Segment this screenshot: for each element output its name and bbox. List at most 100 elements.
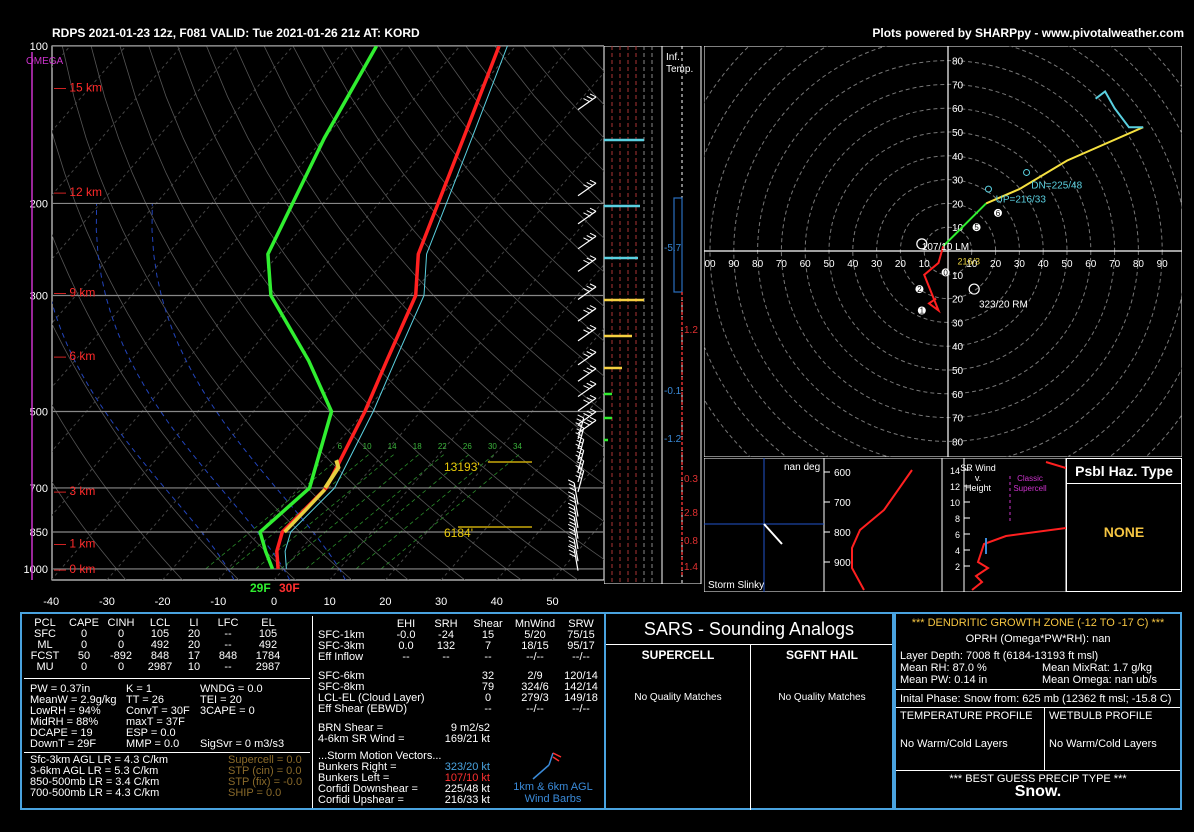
wind-barb xyxy=(577,327,597,342)
hodo-y-tick: 50 xyxy=(952,128,964,139)
wind-barb xyxy=(577,286,597,300)
mixing-ratio-label: 26 xyxy=(463,442,472,451)
temp-tick-label: -30 xyxy=(99,596,115,608)
wetbulb-profile-msg: No Warm/Cold Layers xyxy=(1049,738,1157,750)
wetbulb-profile-title: WETBULB PROFILE xyxy=(1049,710,1153,722)
sars-supercell-msg: No Quality Matches xyxy=(634,692,722,703)
hazard-panel: Psbl Haz. Type NONE xyxy=(1066,458,1182,592)
hodo-trace-upper xyxy=(985,126,1144,205)
pressure-tick-label: 1000 xyxy=(24,564,48,576)
inferred-temp-column: -5.7 1.2 -0.1 -1.2 0.3 2.8 0.8 1.4 Inf. Temp. xyxy=(604,46,702,584)
parcel-row: MU 0 0 2987 10 -- 2987 xyxy=(36,661,281,673)
temp-tick-label: -20 xyxy=(155,596,171,608)
mixing-ratio-label: 18 xyxy=(413,442,422,451)
pressure-tick-label: 300 xyxy=(30,290,48,302)
dgz-mean-pw: Mean PW: 0.14 in xyxy=(900,674,988,686)
dgz-layer: Layer Depth: 7008 ft (6184-13193 ft msl) xyxy=(900,650,1099,662)
lapse-rate: 3-6km AGL LR = 5.3 C/km xyxy=(30,765,159,777)
parcel-row: FCST 50 -892 848 17 848 1784 xyxy=(30,650,281,662)
temp-tick-label: 10 xyxy=(324,596,336,608)
skewt-profiles xyxy=(258,46,508,570)
barb-legend: 1km & 6km AGL Wind Barbs xyxy=(498,752,608,805)
pressure-tick-label: 200 xyxy=(30,198,48,210)
hodo-marker xyxy=(993,208,1002,217)
corfidi-marker xyxy=(984,185,992,193)
svg-text:5: 5 xyxy=(974,223,979,232)
pressure-tick-label: 700 xyxy=(30,483,48,495)
sfc-temp-label: 30F xyxy=(279,581,300,595)
hodo-trace-mid xyxy=(942,202,987,247)
hodo-x-tick: 30 xyxy=(1014,259,1026,270)
srwind-tick: 12 xyxy=(950,482,960,492)
height-label: — 1 km xyxy=(54,537,95,551)
kin-row: SFC-3km 0.0 132 7 18/15 95/17 xyxy=(318,640,595,652)
dgz-oprh: OPRH (Omega*PW*RH): nan xyxy=(965,633,1111,645)
srwind-tick: 2 xyxy=(955,562,960,572)
wind-barb xyxy=(577,351,597,366)
skewt-frame xyxy=(51,45,604,581)
inf-temp-label-2: Temp. xyxy=(666,64,693,75)
hodo-dn-label: DN=225/48 xyxy=(1031,180,1082,191)
sars-hail-title: SGFNT HAIL xyxy=(786,648,858,662)
dgz-title: *** DENDRITIC GROWTH ZONE (-12 TO -17 C)… xyxy=(911,617,1165,629)
hodo-x-tick: 50 xyxy=(1061,259,1073,270)
skewt-grid: 6 10 14 18 22 26 30 34 xyxy=(52,46,604,580)
inf-temp-value: 1.4 xyxy=(684,562,698,573)
bunkers-marker xyxy=(916,238,928,250)
mixing-ratio-label: 34 xyxy=(513,442,522,451)
hodo-marker xyxy=(972,223,981,232)
temp-tick-label: 20 xyxy=(379,596,391,608)
index-row: MeanW = 2.9g/kg TT = 26 TEI = 20 xyxy=(30,694,242,706)
lapse-rate: 700-500mb LR = 4.3 C/km xyxy=(30,787,160,799)
sounding-title: RDPS 2021-01-23 12z, F081 VALID: Tue 202… xyxy=(52,26,420,40)
hodo-x-tick: 00 xyxy=(704,259,716,270)
inf-temp-value: 2.8 xyxy=(684,508,698,519)
height-label: — 3 km xyxy=(54,484,95,498)
hodo-y-tick: 60 xyxy=(952,104,964,115)
pressure-tick-label: 500 xyxy=(30,407,48,419)
level-6184: 6184' xyxy=(444,526,473,540)
srwind-tick: 14 xyxy=(950,466,960,476)
sfc-dewpoint-label: 29F xyxy=(250,581,271,595)
hodo-x-tick: 60 xyxy=(1085,259,1097,270)
temp-tick-label: 40 xyxy=(491,596,503,608)
hodo-rm-label: 323/20 RM xyxy=(979,299,1028,310)
wind-barb xyxy=(577,96,597,111)
skewt-chart: 6 10 14 18 22 26 30 34 1002003005007008501000-4… xyxy=(24,42,604,608)
temp-tick-label: -10 xyxy=(210,596,226,608)
omega-label: OMEGA xyxy=(26,56,64,67)
pressure-tick-label: 850 xyxy=(30,527,48,539)
pressure-tick-label: 100 xyxy=(30,42,48,53)
theta-profile-line xyxy=(851,469,913,591)
theta-p-tick: 700 xyxy=(834,498,851,509)
temp-tick-label: 0 xyxy=(271,596,277,608)
hodo-x-tick: 50 xyxy=(823,259,835,270)
srwind-title-1: SR Wind xyxy=(960,463,996,473)
hodo-x-tick: 40 xyxy=(847,259,859,270)
srwind-tick: 10 xyxy=(950,498,960,508)
index-row: LowRH = 94% ConvT = 30F 3CAPE = 0 xyxy=(30,705,255,717)
supercell-param: STP (fix) = -0.0 xyxy=(228,776,303,788)
hodo-y-tick: 30 xyxy=(952,176,964,187)
sars-title: SARS - Sounding Analogs xyxy=(643,619,855,639)
srwind-tick: 4 xyxy=(955,546,960,556)
hodo-y-tick: 60 xyxy=(952,390,964,401)
wind-barbs xyxy=(567,93,597,571)
inf-temp-value: 0.3 xyxy=(684,474,698,485)
slinky-title: nan deg xyxy=(784,462,820,473)
hodo-up-label: UP=216/33 xyxy=(996,195,1047,206)
srwind-supercell-2: Supercell xyxy=(1013,484,1047,493)
thermo-indices: PW = 0.37in K = 1 WNDG = 0.0 MeanW = 2.9g/k… xyxy=(30,684,312,750)
hodo-marker xyxy=(941,268,950,277)
level-13193: 13193' xyxy=(444,460,480,474)
theta-profile: 600 700 800 900 xyxy=(824,458,942,592)
srwind-tick: 8 xyxy=(955,514,960,524)
hodo-x-tick: 20 xyxy=(990,259,1002,270)
hazard-value: NONE xyxy=(1103,524,1145,540)
kin-row: SFC-1km -0.0 -24 15 5/20 75/15 xyxy=(318,629,595,641)
hodo-x-tick: 30 xyxy=(871,259,883,270)
srwind-supercell-1: Classic xyxy=(1017,474,1043,483)
storm-motion-row: Corfidi Upshear = 216/33 kt xyxy=(318,794,490,806)
parcel-table: PCL CAPE CINH LCL LI LFC EL SFC 0 0 105 20 -- 105 ML 0 0… xyxy=(24,618,310,673)
